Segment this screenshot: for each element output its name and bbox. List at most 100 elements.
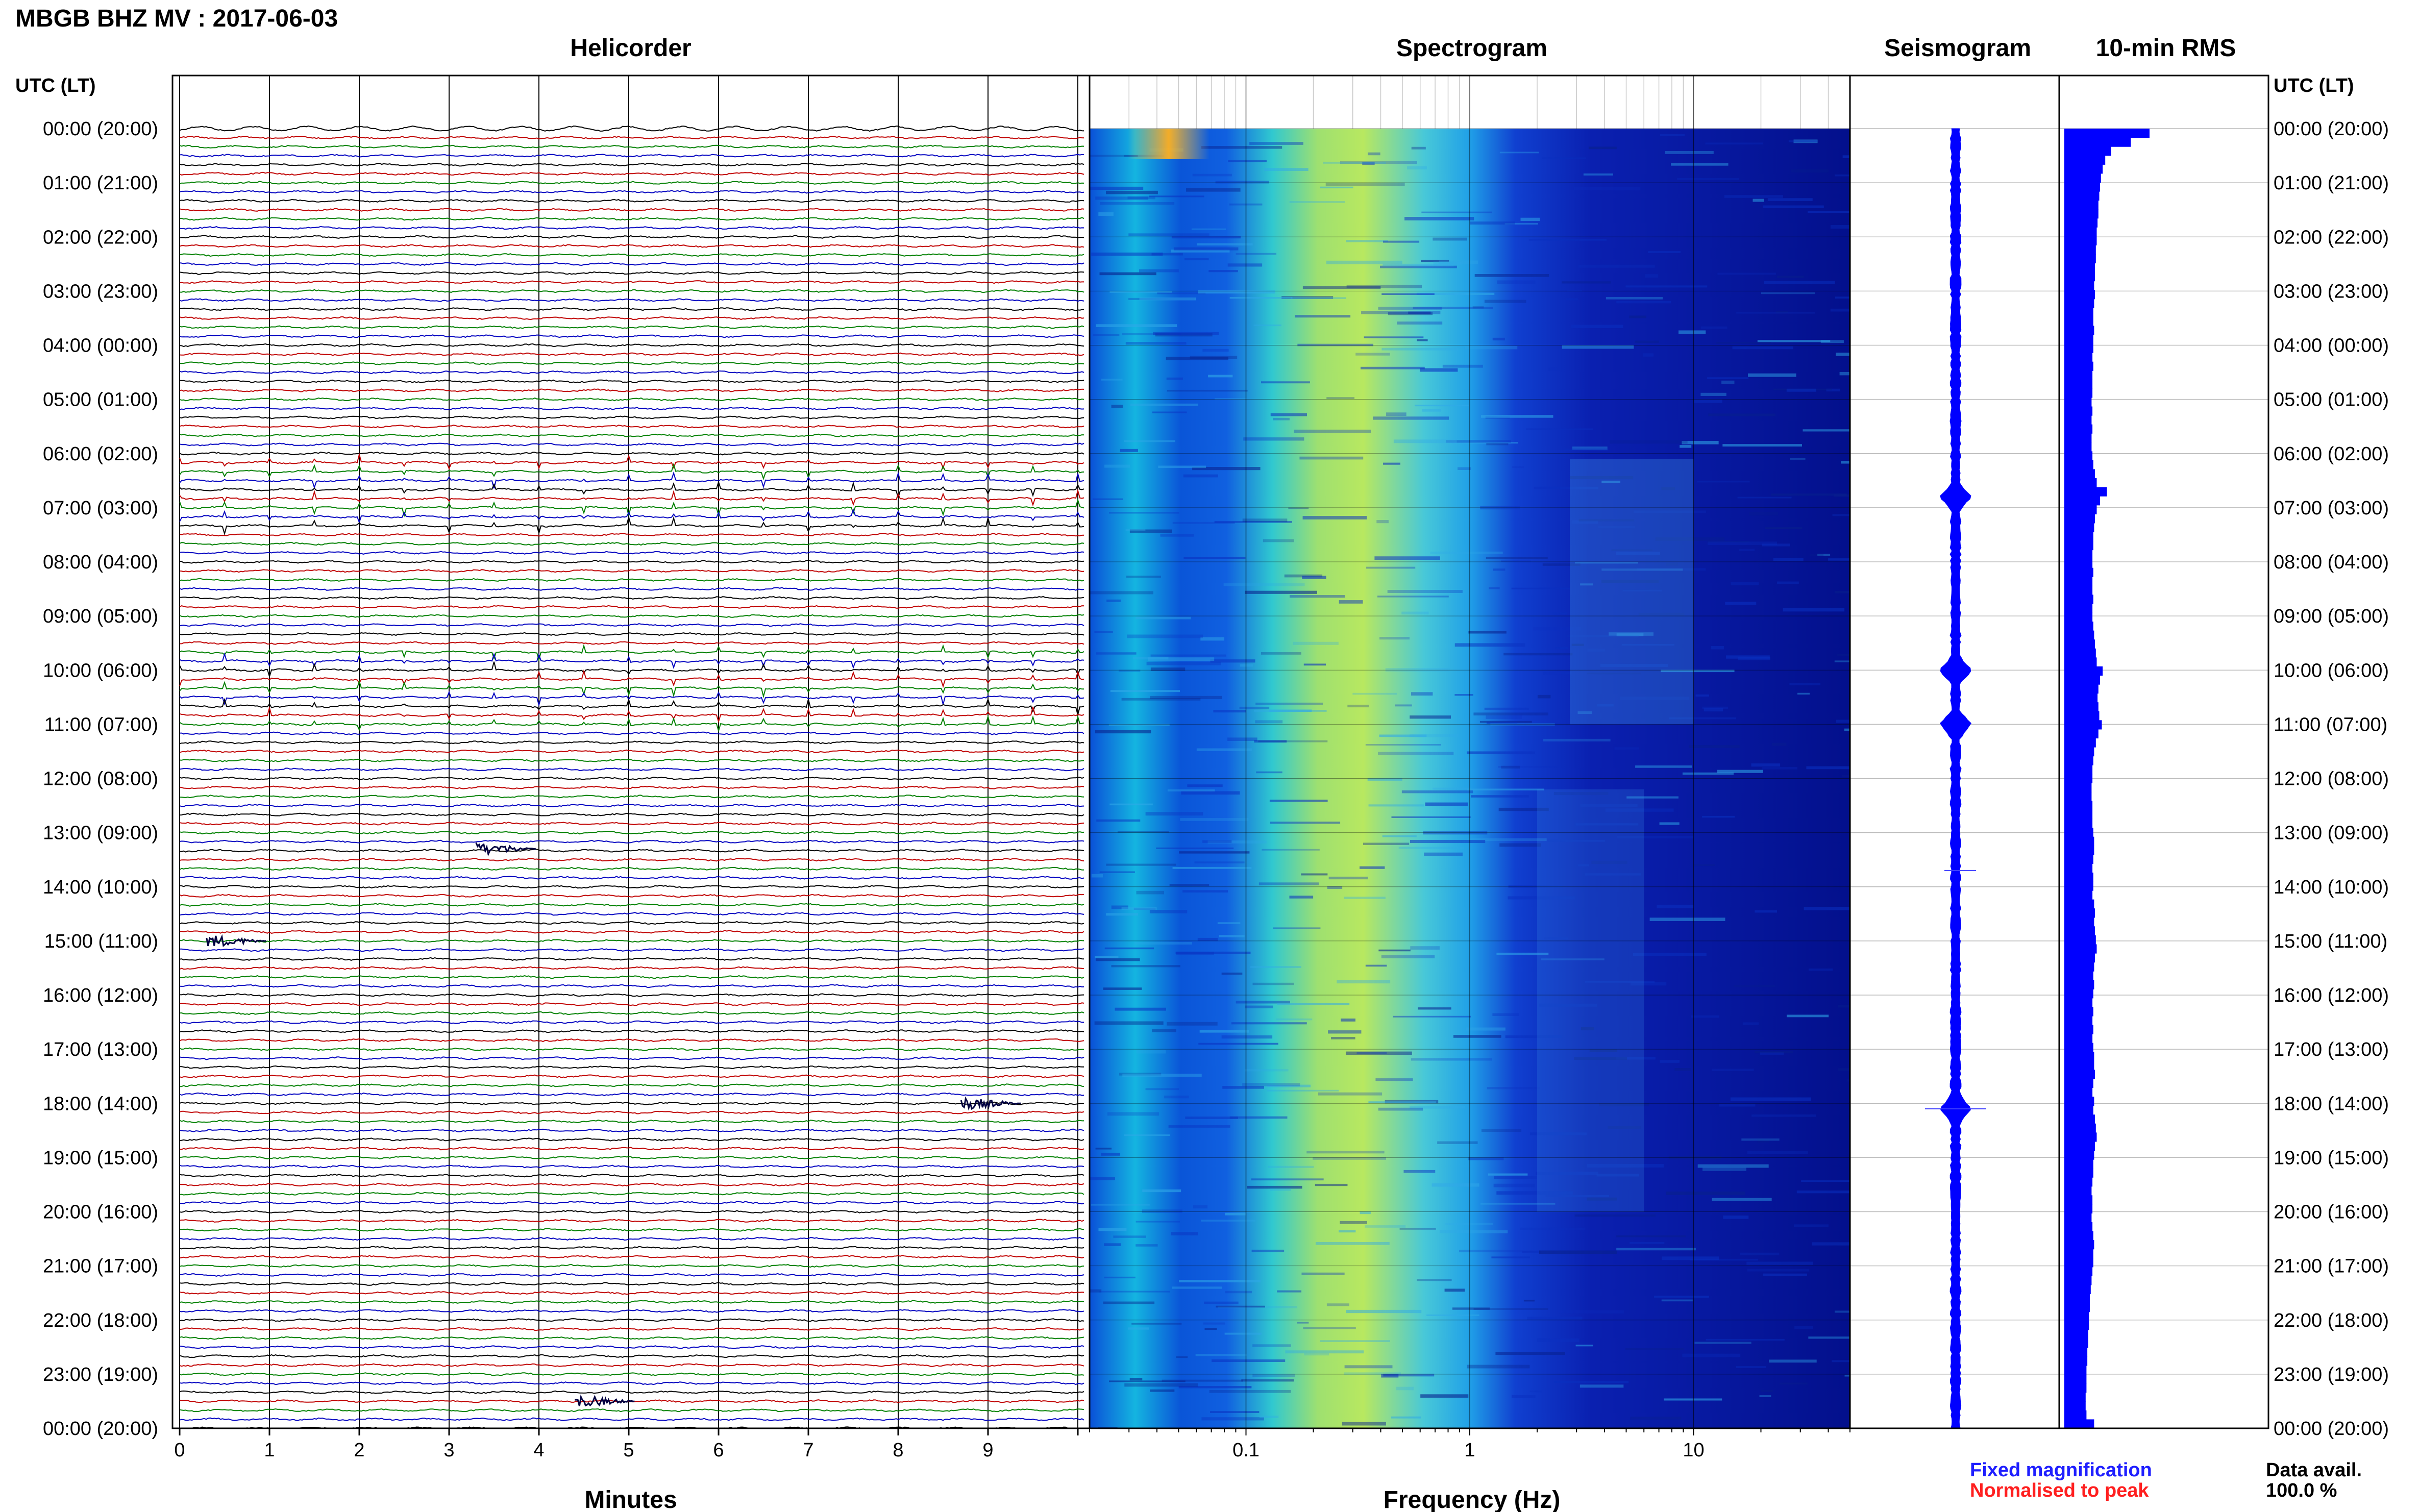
spectrogram-streak bbox=[1565, 448, 1609, 451]
spectrogram-streak bbox=[1842, 155, 1850, 158]
spectrogram-streak bbox=[1486, 557, 1548, 559]
rms-bar bbox=[2064, 1267, 2093, 1276]
spectrogram-streak bbox=[1386, 412, 1406, 416]
rms-bar bbox=[2064, 1015, 2093, 1026]
spectrogram-streak bbox=[1104, 1243, 1121, 1246]
spectrogram-streak bbox=[1212, 1359, 1286, 1362]
spectrogram-streak bbox=[1526, 428, 1593, 430]
spectrogram-streak bbox=[1225, 1291, 1252, 1294]
helicorder-tick-label: 6 bbox=[713, 1440, 724, 1461]
spectrogram-streak bbox=[1098, 212, 1114, 216]
time-label-right: 00:00 (20:00) bbox=[2274, 118, 2389, 140]
spectrogram-streak bbox=[1567, 290, 1582, 292]
rms-bar bbox=[2064, 379, 2093, 389]
spectrogram-streak bbox=[1793, 139, 1818, 143]
spectrogram-streak bbox=[1379, 265, 1457, 268]
spectrogram-streak bbox=[1198, 1043, 1278, 1045]
spectrogram-streak bbox=[1229, 296, 1293, 299]
spectrogram-streak bbox=[1682, 440, 1719, 444]
spectrogram-streak bbox=[1794, 1224, 1829, 1227]
rms-bar bbox=[2064, 666, 2103, 676]
spectrogram-streak bbox=[1245, 1005, 1273, 1008]
time-label-right: 03:00 (23:00) bbox=[2274, 281, 2389, 302]
rms-bar bbox=[2064, 1249, 2093, 1258]
spectrogram-streak bbox=[1468, 631, 1507, 634]
rms-bar bbox=[2064, 173, 2101, 183]
spectrogram-streak bbox=[1136, 1244, 1158, 1247]
spectrogram-streak bbox=[1171, 250, 1230, 253]
spectrogram-streak bbox=[1577, 864, 1589, 866]
spectrogram-streak bbox=[1104, 1276, 1136, 1279]
helicorder-trace-row bbox=[179, 235, 1084, 239]
rms-bar bbox=[2064, 1258, 2093, 1268]
rms-bar bbox=[2064, 1401, 2086, 1411]
spectrogram-streak bbox=[1326, 397, 1355, 399]
rms-bar bbox=[2064, 603, 2093, 613]
spectrogram-streak bbox=[1541, 958, 1605, 960]
rms-bar bbox=[2064, 514, 2095, 524]
spectrogram-streak bbox=[1127, 634, 1203, 638]
helicorder-trace-row bbox=[179, 334, 1084, 338]
rms-bar bbox=[2064, 1070, 2095, 1079]
helicorder-trace-row bbox=[179, 1047, 1084, 1051]
spectrogram-streak bbox=[1444, 1288, 1465, 1292]
spectrogram-streak bbox=[1575, 562, 1638, 564]
spectrogram-streak bbox=[1196, 748, 1252, 751]
spectrogram-streak bbox=[1289, 201, 1345, 203]
spectrogram-streak bbox=[1269, 800, 1328, 802]
spectrogram-streak bbox=[1323, 161, 1386, 164]
spectrogram-streak bbox=[1636, 568, 1706, 571]
spectrogram-streak bbox=[1231, 1022, 1307, 1025]
spectrogram-streak bbox=[1150, 696, 1222, 700]
spectrogram-streak bbox=[1472, 306, 1484, 309]
spectrogram-streak bbox=[1734, 985, 1775, 987]
helicorder-trace-row bbox=[179, 1056, 1084, 1060]
spectrogram-streak bbox=[1587, 1164, 1664, 1168]
spectrogram-streak bbox=[1210, 1411, 1260, 1413]
spectrogram-streak bbox=[1171, 1232, 1198, 1235]
spectrogram-streak bbox=[1808, 211, 1850, 213]
spectrogram-streak bbox=[1288, 507, 1309, 509]
rms-bar bbox=[2064, 541, 2093, 551]
spectrogram-streak bbox=[1693, 864, 1715, 866]
spectrogram-streak bbox=[1512, 1395, 1536, 1398]
rms-bar bbox=[2064, 881, 2093, 891]
time-label-left: 10:00 (06:00) bbox=[43, 660, 158, 681]
rms-bar bbox=[2064, 944, 2097, 954]
helicorder-trace-row bbox=[179, 433, 1084, 437]
time-label-right: 13:00 (09:00) bbox=[2274, 823, 2389, 844]
spectrogram-streak bbox=[1702, 706, 1729, 709]
spectrogram-streak bbox=[1481, 1129, 1522, 1132]
spectrogram-streak bbox=[1411, 1058, 1492, 1061]
spectrogram-streak bbox=[1705, 142, 1763, 145]
spectrogram-streak bbox=[1122, 1074, 1202, 1077]
spectrogram-streak bbox=[1431, 1183, 1479, 1187]
spectrogram-streak bbox=[1331, 1036, 1355, 1039]
spectrogram-streak bbox=[1508, 896, 1575, 900]
spectrogram-streak bbox=[1786, 1014, 1829, 1018]
rms-bar bbox=[2064, 1347, 2088, 1357]
spectrogram-streak bbox=[1090, 155, 1165, 157]
spectrogram-streak bbox=[1139, 298, 1196, 301]
spectrogram-streak bbox=[1356, 1052, 1387, 1054]
rms-bar bbox=[2064, 594, 2093, 604]
spectrogram-streak bbox=[1697, 1164, 1769, 1168]
spectrogram-streak bbox=[1297, 343, 1374, 346]
rms-bar bbox=[2064, 397, 2092, 407]
spectrogram-streak bbox=[1508, 885, 1563, 888]
spectrogram-streak bbox=[1407, 166, 1427, 170]
time-label-right: 22:00 (18:00) bbox=[2274, 1310, 2389, 1331]
time-label-left: 12:00 (08:00) bbox=[43, 769, 158, 790]
helicorder-trace-row bbox=[179, 406, 1084, 411]
spectrogram-streak bbox=[1537, 695, 1551, 699]
time-label-left: 15:00 (11:00) bbox=[44, 931, 158, 952]
helicorder-trace-row bbox=[179, 1336, 1084, 1340]
helicorder-trace-row bbox=[179, 352, 1084, 356]
helicorder-trace-row bbox=[179, 885, 1084, 889]
spectrogram-streak bbox=[1571, 643, 1584, 647]
spectrogram-streak bbox=[1553, 1381, 1629, 1383]
spectrogram-streak bbox=[1664, 1398, 1722, 1401]
spectrogram-streak bbox=[1094, 1021, 1164, 1025]
legend-fixed-magnification: Fixed magnification bbox=[1970, 1459, 2152, 1481]
spectrogram-streak bbox=[1425, 802, 1468, 806]
